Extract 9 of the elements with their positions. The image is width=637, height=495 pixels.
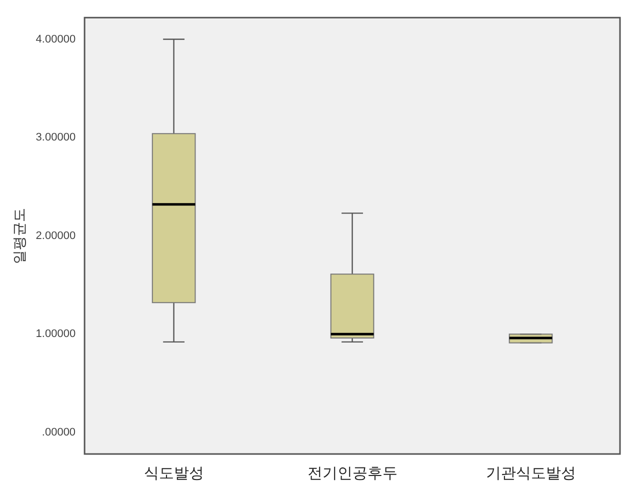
y-tick-label: 2.00000 xyxy=(36,230,76,242)
x-tick-label: 기관식도발성 xyxy=(486,464,576,482)
y-tick-label: 4.00000 xyxy=(36,33,76,46)
y-axis-title: 일평균도 xyxy=(12,208,28,264)
y-tick-label: .00000 xyxy=(42,426,76,438)
y-tick-label: 1.00000 xyxy=(36,328,76,340)
x-tick-label: 식도발성 xyxy=(144,464,204,482)
y-tick-label: 3.00000 xyxy=(36,132,76,144)
x-tick-label: 전기인공후두 xyxy=(307,464,398,482)
